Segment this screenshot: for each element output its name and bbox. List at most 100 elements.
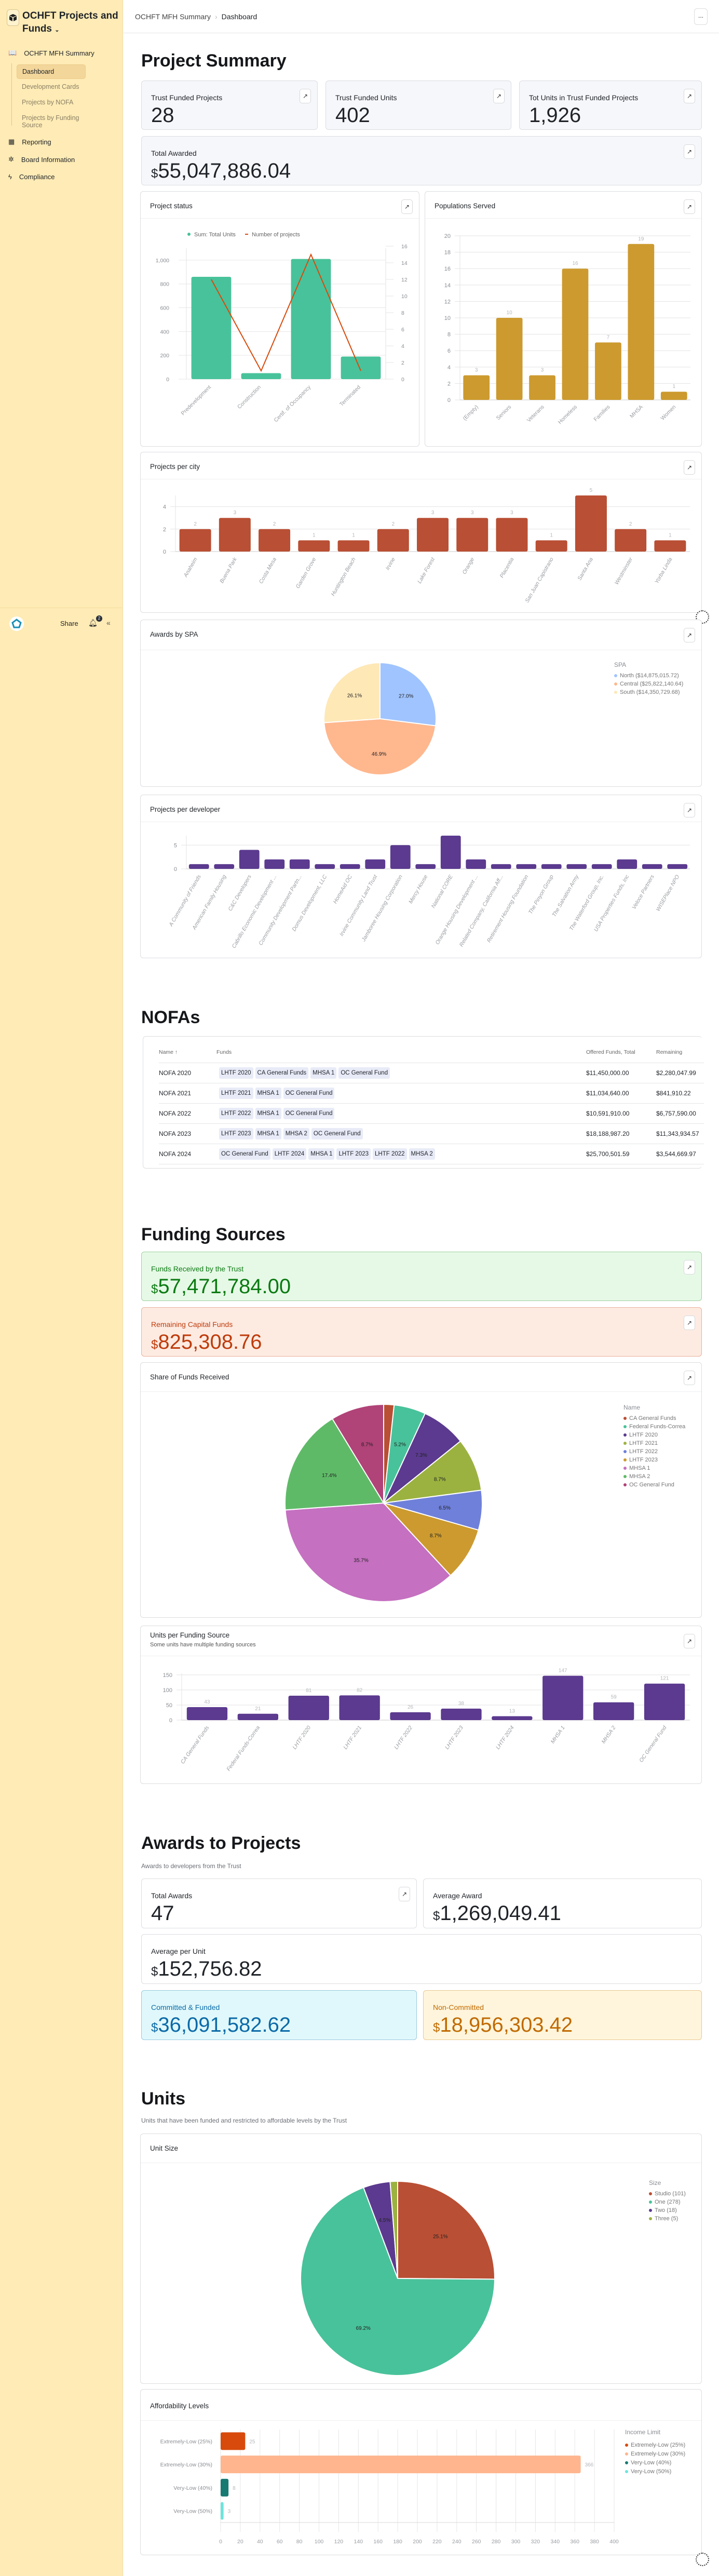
- bar[interactable]: [516, 864, 537, 869]
- bar[interactable]: [617, 859, 637, 869]
- pie-slice[interactable]: [284, 1418, 385, 1511]
- bar[interactable]: [339, 1695, 380, 1720]
- expand-arrow-icon[interactable]: ↗: [684, 1260, 695, 1274]
- bar[interactable]: [341, 356, 381, 379]
- bar[interactable]: [496, 318, 523, 400]
- bar[interactable]: [237, 1713, 279, 1720]
- sidebar-item-summary[interactable]: 📖 OCHFT MFH Summary: [8, 49, 117, 57]
- sidebar-item-board-information[interactable]: ✲ Board Information: [8, 155, 117, 164]
- app-switcher[interactable]: OCHFT Projects and Funds ⌄: [7, 9, 121, 37]
- bar[interactable]: [456, 518, 489, 552]
- bar[interactable]: [440, 836, 461, 869]
- expand-arrow-icon[interactable]: ↗: [684, 89, 695, 103]
- expand-arrow-icon[interactable]: ↗: [493, 89, 505, 103]
- bar[interactable]: [466, 859, 486, 869]
- expand-arrow-icon[interactable]: ↗: [399, 1887, 410, 1901]
- bar[interactable]: [492, 1716, 533, 1720]
- bar[interactable]: [415, 864, 436, 869]
- bar[interactable]: [575, 495, 607, 552]
- breadcrumb-parent[interactable]: OCHFT MFH Summary: [135, 12, 211, 21]
- bar[interactable]: [667, 864, 688, 869]
- bar[interactable]: [542, 1675, 584, 1720]
- bar[interactable]: [496, 518, 528, 552]
- expand-arrow-icon[interactable]: ↗: [684, 1371, 695, 1385]
- column-header-name[interactable]: Name ↑: [159, 1049, 178, 1055]
- bar[interactable]: [417, 518, 449, 552]
- bar[interactable]: [562, 269, 589, 400]
- bar[interactable]: [541, 864, 562, 869]
- bar[interactable]: [615, 529, 647, 552]
- pie-slice[interactable]: [331, 1403, 384, 1505]
- bar[interactable]: [591, 864, 612, 869]
- pie-slice[interactable]: [382, 1502, 479, 1577]
- bar[interactable]: [186, 1707, 228, 1720]
- bar[interactable]: [239, 850, 260, 869]
- expand-arrow-icon[interactable]: ↗: [401, 199, 413, 214]
- bar[interactable]: [595, 342, 621, 400]
- bar[interactable]: [179, 529, 211, 552]
- sidebar-item-projects-by-funding[interactable]: Projects by Funding Source: [22, 114, 79, 129]
- share-button[interactable]: Share: [60, 620, 78, 627]
- pie-slice[interactable]: [389, 2180, 398, 2279]
- bar[interactable]: [214, 864, 235, 869]
- bar[interactable]: [365, 859, 386, 869]
- bar[interactable]: [191, 276, 232, 379]
- column-header-remaining[interactable]: Remaining: [656, 1049, 683, 1055]
- bar[interactable]: [377, 529, 409, 552]
- sidebar-item-development-cards[interactable]: Development Cards: [22, 83, 79, 90]
- sidebar-item-dashboard[interactable]: Dashboard: [17, 64, 86, 79]
- bar[interactable]: [188, 864, 209, 869]
- notifications-bell-icon[interactable]: 🔔︎: [88, 619, 98, 627]
- expand-arrow-icon[interactable]: ↗: [684, 803, 695, 817]
- pie-slice[interactable]: [300, 2186, 496, 2376]
- bar[interactable]: [337, 540, 370, 552]
- expand-arrow-icon[interactable]: ↗: [684, 460, 695, 475]
- bar[interactable]: [566, 864, 587, 869]
- table-row[interactable]: NOFA 2022 LHTF 2022 MHSA 1 OC General Fund $…: [159, 1103, 704, 1123]
- bar[interactable]: [642, 864, 662, 869]
- bar[interactable]: [289, 859, 310, 869]
- bar[interactable]: [593, 1702, 634, 1720]
- bar[interactable]: [264, 859, 285, 869]
- pie-slice[interactable]: [284, 1502, 452, 1602]
- sidebar-item-reporting[interactable]: ▦ Reporting: [8, 138, 117, 146]
- pie-slice[interactable]: [323, 718, 437, 775]
- bar[interactable]: [291, 259, 331, 379]
- bar[interactable]: [288, 1695, 329, 1720]
- expand-arrow-icon[interactable]: ↗: [684, 1634, 695, 1648]
- bar[interactable]: [535, 540, 567, 552]
- collapse-sidebar-icon[interactable]: «: [106, 619, 111, 627]
- sidebar-item-projects-by-nofa[interactable]: Projects by NOFA: [22, 99, 74, 106]
- bar[interactable]: [219, 518, 251, 552]
- bar[interactable]: [221, 2502, 224, 2520]
- bar[interactable]: [390, 845, 411, 869]
- pie-slice[interactable]: [397, 2180, 495, 2280]
- table-row[interactable]: NOFA 2020 LHTF 2020 CA General Funds MHSA 1…: [159, 1063, 704, 1083]
- expand-arrow-icon[interactable]: ↗: [684, 628, 695, 642]
- pie-slice[interactable]: [379, 662, 437, 727]
- bar[interactable]: [644, 1683, 685, 1720]
- bar[interactable]: [441, 1708, 482, 1720]
- bar[interactable]: [315, 864, 335, 869]
- bar[interactable]: [221, 2478, 229, 2497]
- bar[interactable]: [298, 540, 330, 552]
- bar[interactable]: [241, 373, 281, 379]
- expand-arrow-icon[interactable]: ↗: [684, 199, 695, 214]
- pie-slice[interactable]: [323, 662, 381, 723]
- bar[interactable]: [390, 1712, 431, 1720]
- bar[interactable]: [221, 2456, 581, 2474]
- column-header-offered[interactable]: Offered Funds, Total: [586, 1049, 635, 1055]
- pie-slice[interactable]: [382, 1440, 482, 1504]
- table-row[interactable]: NOFA 2023 LHTF 2023 MHSA 1 MHSA 2 OC General…: [159, 1123, 704, 1144]
- sidebar-item-compliance[interactable]: ϟ Compliance: [8, 173, 117, 181]
- bar[interactable]: [463, 375, 490, 400]
- bar[interactable]: [340, 864, 360, 869]
- bar[interactable]: [529, 375, 555, 400]
- expand-arrow-icon[interactable]: ↗: [684, 1316, 695, 1330]
- bar[interactable]: [660, 392, 687, 400]
- bar[interactable]: [221, 2432, 246, 2450]
- expand-arrow-icon[interactable]: ↗: [300, 89, 311, 103]
- bar[interactable]: [259, 529, 291, 552]
- bar[interactable]: [491, 864, 511, 869]
